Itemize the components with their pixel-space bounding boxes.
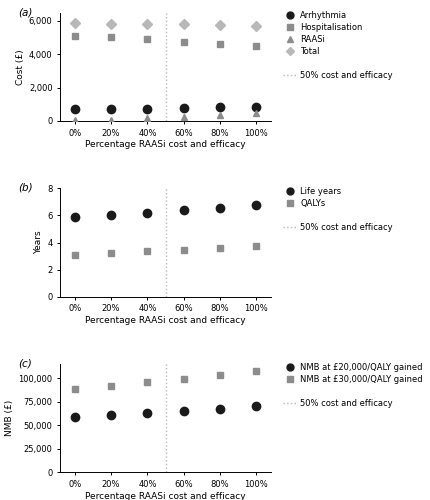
Legend: Arrhythmia, Hospitalisation, RAASi, Total, , 50% cost and efficacy: Arrhythmia, Hospitalisation, RAASi, Tota… — [283, 11, 393, 80]
Text: (b): (b) — [18, 183, 33, 193]
X-axis label: Percentage RAASi cost and efficacy: Percentage RAASi cost and efficacy — [85, 316, 246, 325]
X-axis label: Percentage RAASi cost and efficacy: Percentage RAASi cost and efficacy — [85, 492, 246, 500]
X-axis label: Percentage RAASi cost and efficacy: Percentage RAASi cost and efficacy — [85, 140, 246, 149]
Text: (c): (c) — [18, 358, 32, 368]
Y-axis label: NMB (£): NMB (£) — [5, 400, 14, 436]
Y-axis label: Cost (£): Cost (£) — [15, 49, 25, 84]
Text: (a): (a) — [18, 7, 32, 17]
Legend: NMB at £20,000/QALY gained, NMB at £30,000/QALY gained, , 50% cost and efficacy: NMB at £20,000/QALY gained, NMB at £30,0… — [283, 363, 423, 408]
Legend: Life years, QALYs, , 50% cost and efficacy: Life years, QALYs, , 50% cost and effica… — [283, 187, 393, 232]
Y-axis label: Years: Years — [34, 230, 43, 254]
